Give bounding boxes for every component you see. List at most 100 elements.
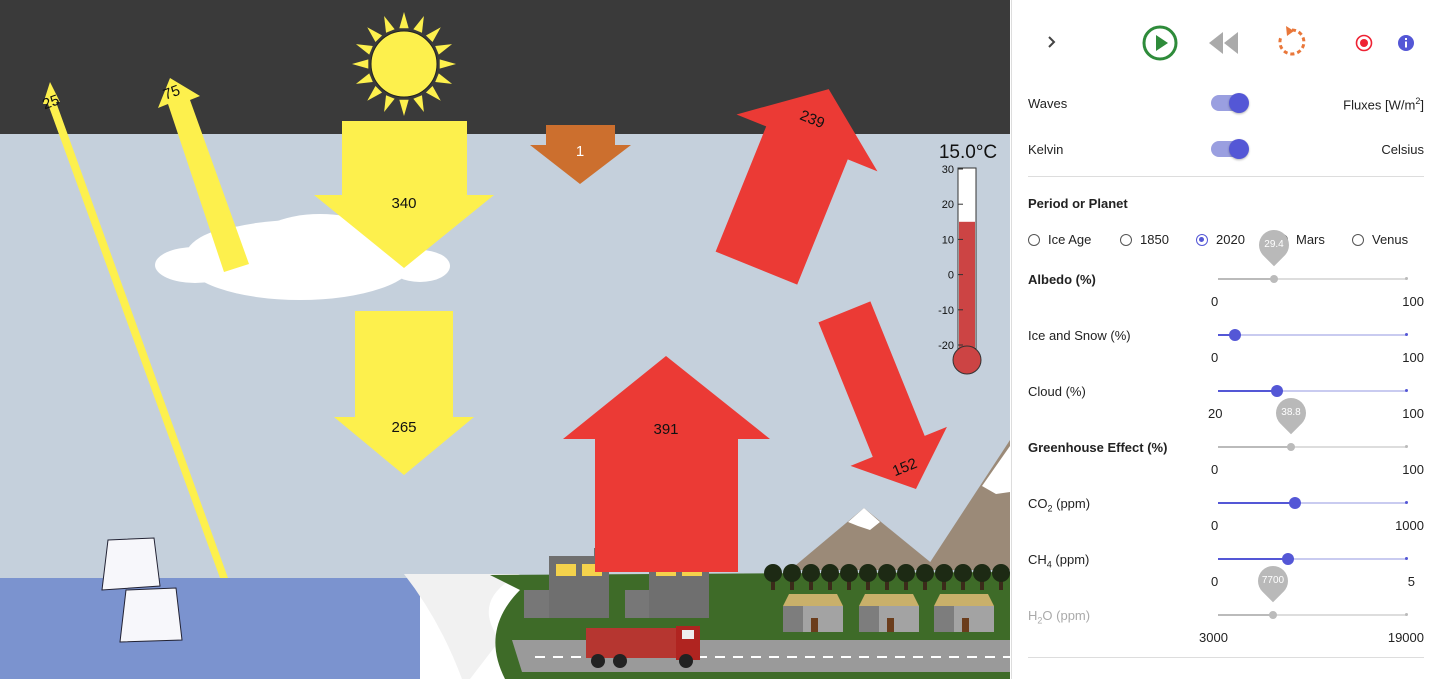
- tree: [954, 564, 972, 582]
- scene-canvas: 25 75 340 265 1 391 239 152 15.0°C 30201…: [0, 0, 1010, 679]
- tree: [821, 564, 839, 582]
- solar-in-arrow: [314, 121, 494, 268]
- rewind-icon: [1209, 32, 1238, 54]
- h2o-value-bubble: 7700: [1251, 559, 1295, 603]
- tree: [840, 564, 858, 582]
- solar-surface-arrow: [334, 311, 474, 475]
- co2-max: 1000: [1395, 518, 1424, 533]
- h2o-slider[interactable]: [1218, 608, 1408, 622]
- ice-snow-slider[interactable]: [1218, 328, 1408, 342]
- greenhouse-value-bubble: 38.8: [1270, 391, 1313, 435]
- thermometer-tick: 20: [942, 199, 954, 211]
- radio-venus[interactable]: Venus: [1352, 232, 1408, 247]
- greenhouse-scene: 25 75 340 265 1 391 239 152 15.0°C 30 20 1…: [0, 0, 1010, 679]
- co2-min: 0: [1211, 518, 1219, 533]
- greenhouse-min: 0: [1211, 462, 1219, 477]
- radio-1850[interactable]: 1850: [1120, 232, 1169, 247]
- reflected-cloud-value: 75: [161, 82, 182, 104]
- reflected-cloud-arrow: [158, 78, 249, 272]
- tree: [992, 564, 1010, 582]
- ocean: [0, 578, 420, 679]
- outgoing-longwave-arrow: [715, 89, 878, 285]
- house: [783, 594, 843, 632]
- thermometer-tick: 10: [942, 234, 954, 246]
- waves-fluxes-toggle[interactable]: [1211, 93, 1249, 113]
- record-icon: [1355, 34, 1373, 52]
- ch4-label: CH4 (ppm): [1028, 552, 1090, 570]
- tree: [897, 564, 915, 582]
- cloud-max: 100: [1402, 406, 1424, 421]
- albedo-min: 0: [1211, 294, 1219, 309]
- control-panel: Waves Fluxes [W/m2] Kelvin Celsius Perio…: [1011, 0, 1438, 679]
- thermometer-tick: 30: [942, 164, 954, 176]
- kelvin-celsius-toggle[interactable]: [1211, 139, 1249, 159]
- play-button[interactable]: [1141, 24, 1179, 67]
- surface-emission-value: 391: [653, 421, 678, 438]
- geothermal-arrow: [530, 125, 631, 184]
- waves-label: Waves: [1028, 96, 1068, 111]
- icebergs: [101, 537, 183, 643]
- divider: [1028, 657, 1424, 658]
- thermometer-tick: 0: [948, 270, 954, 282]
- expand-button[interactable]: [1042, 32, 1062, 57]
- tree: [916, 564, 934, 582]
- cloud-slider[interactable]: [1218, 384, 1408, 398]
- ice-snow-min: 0: [1211, 350, 1219, 365]
- co2-slider[interactable]: [1218, 496, 1408, 510]
- albedo-max: 100: [1402, 294, 1424, 309]
- ch4-slider[interactable]: [1218, 552, 1408, 566]
- cloud-min: 20: [1208, 406, 1223, 421]
- houses: [783, 594, 994, 632]
- greenhouse-title: Greenhouse Effect (%): [1028, 440, 1168, 455]
- thermometer-tick: -10: [938, 305, 954, 317]
- cloud-label: Cloud (%): [1028, 384, 1086, 399]
- thermometer-tick: -20: [938, 340, 954, 352]
- divider: [1028, 176, 1424, 177]
- fluxes-label: Fluxes [W/m2]: [1343, 96, 1424, 113]
- radio-ice-age[interactable]: Ice Age: [1028, 232, 1091, 247]
- reset-icon: [1278, 26, 1306, 56]
- house: [859, 594, 919, 632]
- co2-label: CO2 (ppm): [1028, 496, 1091, 514]
- thermometer: 15.0°C 30 20 10 0 -10 -20: [938, 142, 997, 375]
- surface-emission-arrow: [563, 356, 770, 572]
- tree: [878, 564, 896, 582]
- albedo-title: Albedo (%): [1028, 272, 1096, 287]
- tree: [973, 564, 991, 582]
- greenhouse-max: 100: [1402, 462, 1424, 477]
- info-button[interactable]: [1396, 33, 1416, 58]
- record-button[interactable]: [1354, 33, 1374, 58]
- albedo-slider[interactable]: [1218, 272, 1408, 286]
- tree: [802, 564, 820, 582]
- info-icon: [1398, 35, 1414, 51]
- sun-icon: [352, 12, 456, 116]
- tree: [764, 564, 782, 582]
- greenhouse-slider[interactable]: [1218, 440, 1408, 454]
- trees: [764, 564, 1010, 590]
- h2o-max: 19000: [1387, 630, 1424, 645]
- h2o-min: 3000: [1199, 630, 1228, 645]
- truck: [586, 626, 700, 668]
- tree: [859, 564, 877, 582]
- reset-button[interactable]: [1274, 24, 1310, 65]
- geothermal-value: 1: [576, 143, 584, 160]
- tree: [935, 564, 953, 582]
- solar-surface-value: 265: [391, 419, 416, 436]
- house: [934, 594, 994, 632]
- radio-2020[interactable]: 2020: [1196, 232, 1245, 247]
- h2o-label: H2O (ppm): [1028, 608, 1091, 626]
- ice-snow-label: Ice and Snow (%): [1028, 328, 1131, 343]
- reflected-surface-arrow: [43, 82, 228, 578]
- play-icon: [1142, 25, 1178, 61]
- back-radiation-arrow: [818, 301, 947, 490]
- ice-snow-max: 100: [1402, 350, 1424, 365]
- space-band: [0, 0, 1010, 134]
- kelvin-label: Kelvin: [1028, 142, 1064, 157]
- ice-shore: [404, 574, 520, 679]
- reflected-surface-value: 25: [40, 92, 61, 114]
- rewind-button[interactable]: [1207, 28, 1241, 63]
- period-title: Period or Planet: [1028, 196, 1128, 211]
- solar-in-value: 340: [391, 195, 416, 212]
- celsius-label: Celsius: [1381, 142, 1424, 157]
- ch4-max: 5: [1407, 574, 1415, 589]
